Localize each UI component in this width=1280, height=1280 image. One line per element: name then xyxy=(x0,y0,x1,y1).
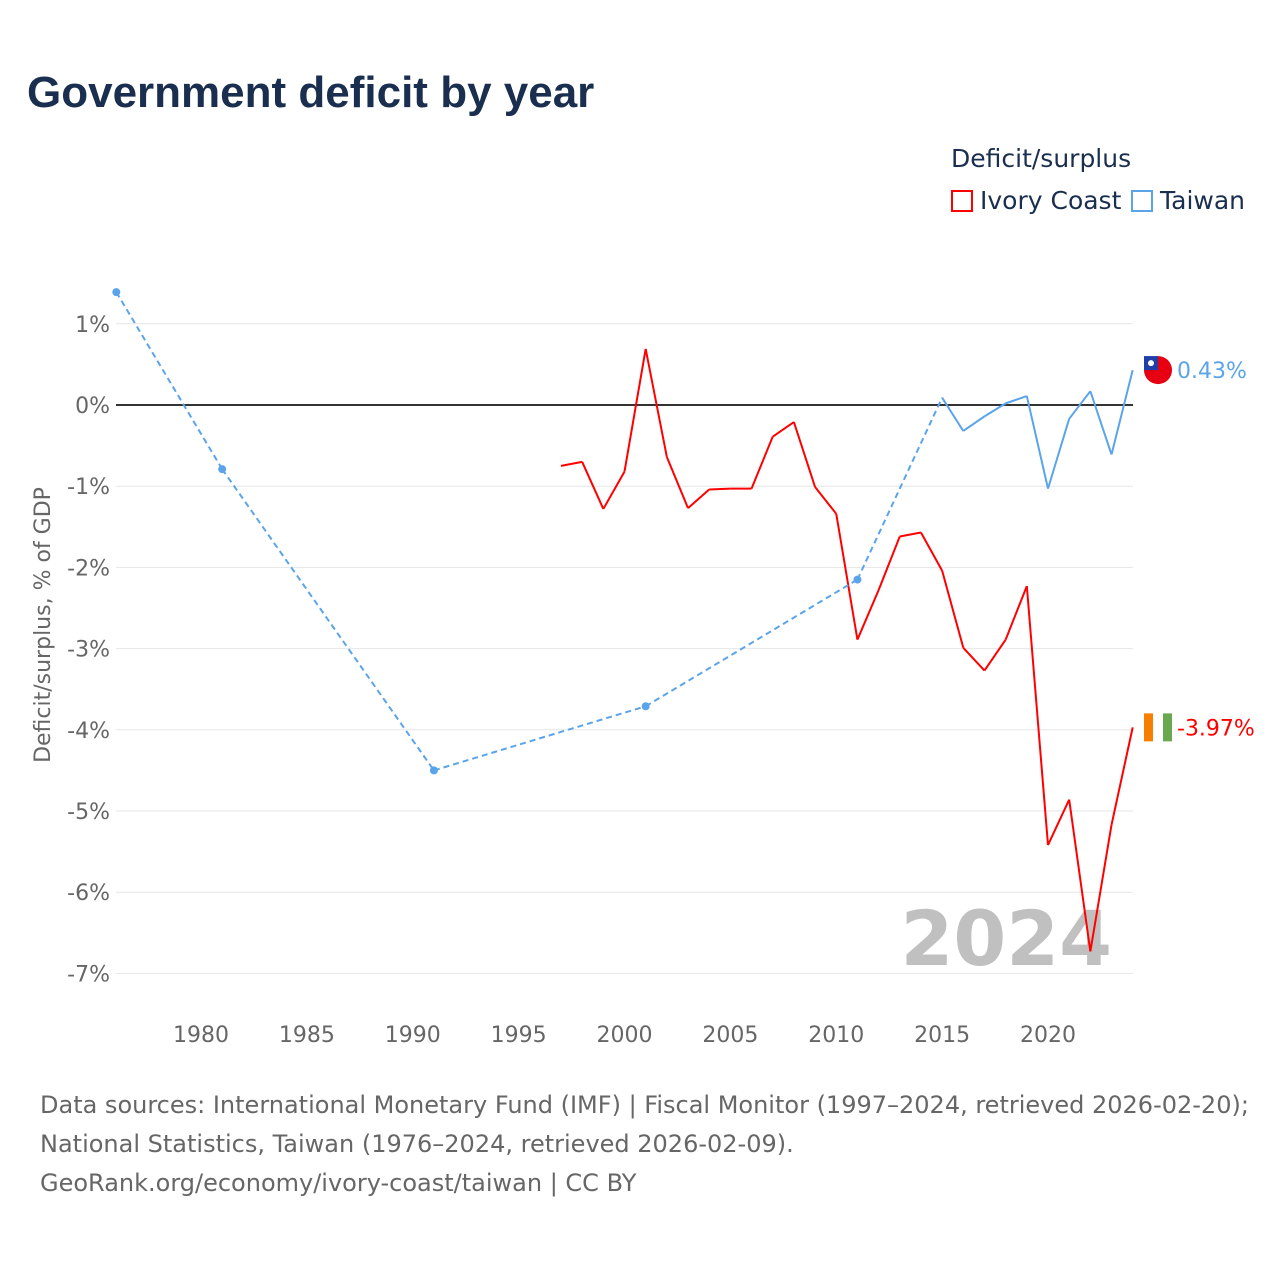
series-segment-ivory-coast xyxy=(920,531,943,572)
series-segment-ivory-coast xyxy=(623,348,647,472)
flag-stripe xyxy=(1163,713,1172,742)
year-watermark: 2024 xyxy=(900,894,1112,983)
series-segment-ivory-coast xyxy=(983,639,1007,672)
series-segment-ivory-coast xyxy=(1068,799,1092,952)
y-tick-label: 0% xyxy=(75,394,110,419)
source-line-3[interactable]: GeoRank.org/economy/ivory-coast/taiwan |… xyxy=(40,1169,637,1197)
series-segment-ivory-coast xyxy=(687,488,710,509)
series-segment-taiwan xyxy=(433,705,646,772)
y-tick-label: -4% xyxy=(67,719,110,744)
legend-label: Ivory Coast xyxy=(980,186,1122,215)
y-tick-label: -1% xyxy=(67,475,110,500)
series-segment-ivory-coast xyxy=(560,460,583,467)
series-segment-ivory-coast xyxy=(644,348,668,458)
series-segment-taiwan xyxy=(983,402,1007,418)
flag-sun xyxy=(1148,360,1154,367)
series-segment-taiwan xyxy=(1047,418,1071,489)
legend-ivory-coast[interactable]: Ivory Coast xyxy=(951,186,1121,215)
series-segment-ivory-coast xyxy=(1089,824,1113,952)
series-segment-ivory-coast xyxy=(581,461,605,510)
series-segment-ivory-coast xyxy=(665,456,689,509)
legend-swatch xyxy=(951,189,973,212)
x-tick-label: 2000 xyxy=(597,1023,653,1048)
series-segment-taiwan xyxy=(1025,395,1049,489)
series-segment-ivory-coast xyxy=(792,421,817,488)
series-segment-ivory-coast xyxy=(1004,585,1028,641)
legend-swatch xyxy=(1131,189,1153,212)
series-segment-ivory-coast xyxy=(709,487,731,491)
series-segment-ivory-coast xyxy=(814,486,838,515)
legend-taiwan[interactable]: Taiwan xyxy=(1131,186,1245,215)
x-tick-label: 1990 xyxy=(385,1023,441,1048)
series-segment-taiwan xyxy=(1005,395,1028,405)
series-segment-ivory-coast xyxy=(1025,585,1049,846)
x-tick-label: 2005 xyxy=(702,1023,758,1048)
x-tick-label: 2020 xyxy=(1020,1023,1076,1048)
y-tick-label: -6% xyxy=(67,881,110,906)
data-point xyxy=(853,575,862,584)
y-axis-label: Deficit/surplus, % of GDP xyxy=(31,487,56,763)
series-segment-ivory-coast xyxy=(835,513,859,640)
series-segment-taiwan xyxy=(856,397,944,581)
series-segment-ivory-coast xyxy=(941,570,965,649)
series-segment-ivory-coast xyxy=(962,647,986,672)
series-segment-taiwan xyxy=(941,397,965,432)
legend-label: Taiwan xyxy=(1160,186,1246,215)
x-tick-label: 1985 xyxy=(279,1023,335,1048)
series-segment-taiwan xyxy=(962,415,986,432)
series-segment-ivory-coast xyxy=(1047,799,1071,846)
source-line-2: National Statistics, Taiwan (1976–2024, … xyxy=(40,1130,794,1158)
y-tick-label: -2% xyxy=(67,556,110,581)
y-tick-label: -3% xyxy=(67,638,110,663)
series-segment-taiwan xyxy=(645,578,858,708)
data-point xyxy=(112,288,121,297)
y-tick-label: -5% xyxy=(67,800,110,825)
data-point xyxy=(641,702,650,711)
series-segment-taiwan xyxy=(1089,390,1113,455)
series-segment-ivory-coast xyxy=(772,421,795,438)
end-value-label: -3.97% xyxy=(1177,716,1255,741)
plot-area: 1% 0% -1% -2% -3% -4% -5% -6% -7% 1980 1985 1990 199… xyxy=(31,288,1255,1048)
series-segment-ivory-coast xyxy=(856,589,880,641)
series-segment-ivory-coast xyxy=(899,531,922,538)
data-point xyxy=(218,465,227,474)
data-point xyxy=(429,766,438,775)
x-tick-label: 2010 xyxy=(808,1023,864,1048)
series-segment-ivory-coast xyxy=(877,536,901,591)
series-segment-ivory-coast xyxy=(750,436,774,490)
x-tick-label: 1995 xyxy=(491,1023,547,1048)
y-tick-label: 1% xyxy=(75,313,110,338)
legend-title: Deficit/surplus xyxy=(951,144,1132,173)
y-tick-label: -7% xyxy=(67,962,110,987)
series-segment-ivory-coast xyxy=(602,471,626,510)
series-segment-taiwan xyxy=(1110,369,1134,455)
series-segment-taiwan xyxy=(221,468,435,771)
series-segment-taiwan xyxy=(115,291,224,470)
series-segment-ivory-coast xyxy=(1110,727,1134,826)
x-tick-label: 1980 xyxy=(173,1023,229,1048)
series-segment-taiwan xyxy=(1068,390,1092,420)
chart-title: Government deficit by year xyxy=(27,68,595,117)
source-line-1: Data sources: International Monetary Fun… xyxy=(40,1091,1249,1119)
flag-stripe xyxy=(1144,713,1153,742)
x-tick-label: 2015 xyxy=(914,1023,970,1048)
end-value-label: 0.43% xyxy=(1177,359,1247,384)
